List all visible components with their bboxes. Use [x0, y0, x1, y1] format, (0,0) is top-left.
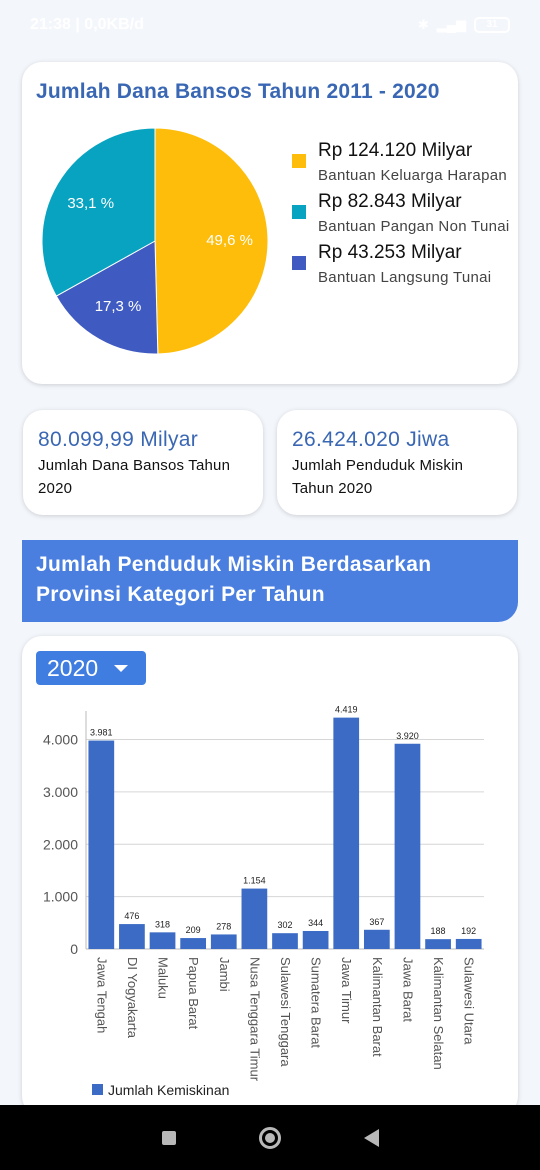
- x-tick-label: Jawa Timur: [339, 957, 354, 1024]
- pie-card-title: Jumlah Dana Bansos Tahun 2011 - 2020: [36, 80, 440, 103]
- x-tick-label: Kalimantan Barat: [370, 957, 385, 1057]
- bar-chart-card: 2020 0 1.000 2.000 3.000 4.000 3.981 Jawa Teng…: [22, 636, 518, 1116]
- year-select-value: 2020: [47, 655, 99, 681]
- status-bar: 21:38 | 0,0KB/d ✱ ▂▄▆ 31: [0, 0, 540, 50]
- bar-value-label: 278: [216, 921, 231, 931]
- x-tick-label: Papua Barat: [186, 957, 201, 1030]
- bar-value-label: 188: [431, 926, 446, 936]
- stat-card-dana-bansos: 80.099,99 Milyar Jumlah Dana Bansos Tahu…: [23, 410, 263, 515]
- pie-chart: 49,6 % 17,3 % 33,1 %: [41, 127, 269, 355]
- bar-value-label: 302: [277, 920, 292, 930]
- pie-slice: [41, 127, 156, 297]
- legend-item-pkh: Rp 124.120 Milyar Bantuan Keluarga Harap…: [292, 138, 512, 187]
- bar-value-label: 4.419: [335, 706, 358, 715]
- legend-amount: Rp 124.120 Milyar: [318, 140, 473, 161]
- bar-legend-swatch: [92, 1084, 103, 1095]
- bar: [394, 743, 421, 949]
- bar-value-label: 3.981: [90, 728, 113, 738]
- home-icon[interactable]: [258, 1126, 281, 1149]
- bar-value-label: 209: [186, 925, 201, 935]
- y-tick-label: 1.000: [43, 889, 78, 905]
- status-icons: ✱ ▂▄▆ 31: [418, 17, 510, 33]
- bar-value-label: 476: [124, 911, 139, 921]
- legend-item-blt: Rp 43.253 Milyar Bantuan Langsung Tunai: [292, 240, 512, 289]
- legend-swatch-blt: [292, 256, 306, 270]
- x-tick-label: Maluku: [156, 957, 171, 999]
- pie-slice-label: 33,1 %: [67, 195, 114, 212]
- bar: [425, 939, 451, 949]
- bar-value-label: 367: [369, 917, 384, 927]
- bar-value-label: 318: [155, 919, 170, 929]
- bar-legend-label: Jumlah Kemiskinan: [108, 1082, 229, 1098]
- pie-slice-label: 49,6 %: [206, 232, 253, 249]
- x-tick-label: Sulawesi Tenggara: [278, 957, 293, 1067]
- pie-slice: [55, 240, 159, 355]
- y-tick-label: 3.000: [43, 784, 78, 800]
- bar: [363, 929, 390, 949]
- back-icon[interactable]: [363, 1128, 379, 1147]
- stat-label: Jumlah Penduduk Miskin Tahun 2020: [292, 457, 464, 497]
- legend-label: Bantuan Pangan Non Tunai: [318, 218, 510, 235]
- bar: [119, 924, 145, 949]
- bar-value-label: 344: [308, 918, 323, 928]
- bar: [333, 717, 360, 949]
- y-tick-label: 4.000: [43, 732, 78, 748]
- bar-value-label: 3.920: [396, 731, 419, 741]
- bar-value-label: 1.154: [243, 876, 266, 886]
- legend-label: Bantuan Keluarga Harapan: [318, 167, 508, 184]
- bar: [455, 938, 482, 949]
- legend-swatch-bpnt: [292, 205, 306, 219]
- stat-label: Jumlah Dana Bansos Tahun 2020: [38, 457, 231, 497]
- bar: [88, 740, 115, 949]
- pie-slice: [154, 127, 269, 355]
- stat-card-penduduk-miskin: 26.424.020 Jiwa Jumlah Penduduk Miskin T…: [277, 410, 517, 515]
- legend-amount: Rp 82.843 Milyar: [318, 191, 462, 212]
- y-tick-label: 2.000: [43, 836, 78, 852]
- legend-label: Bantuan Langsung Tunai: [318, 269, 492, 286]
- bluetooth-icon: ✱: [417, 17, 429, 32]
- legend-item-bpnt: Rp 82.843 Milyar Bantuan Pangan Non Tuna…: [292, 189, 512, 238]
- bar: [210, 934, 237, 949]
- pie-legend: Rp 124.120 Milyar Bantuan Keluarga Harap…: [292, 138, 512, 291]
- legend-swatch-pkh: [292, 154, 306, 168]
- legend-amount: Rp 43.253 Milyar: [318, 242, 462, 263]
- bar-chart: 0 1.000 2.000 3.000 4.000 3.981 Jawa Tengah 476…: [43, 706, 484, 1098]
- section-title: Jumlah Penduduk Miskin Berdasarkan Provi…: [22, 540, 518, 622]
- x-tick-label: Jawa Tengah: [94, 957, 109, 1033]
- x-tick-label: Sulawesi Utara: [462, 957, 477, 1045]
- x-tick-label: Sumatera Barat: [309, 957, 324, 1048]
- x-tick-label: Kalimantan Selatan: [431, 957, 446, 1070]
- battery-icon: 31: [474, 17, 510, 33]
- navigation-bar: [0, 1105, 540, 1170]
- x-tick-label: Jawa Barat: [400, 957, 415, 1022]
- bar: [241, 888, 268, 949]
- pie-slice-label: 17,3 %: [95, 298, 142, 315]
- bar: [180, 938, 207, 949]
- bar: [149, 932, 176, 949]
- caret-down-icon: [114, 665, 128, 672]
- x-tick-label: Jambi: [217, 957, 232, 992]
- year-select[interactable]: 2020: [36, 651, 146, 685]
- signal-icon: ▂▄▆: [436, 17, 466, 32]
- status-time: 21:38 | 0,0KB/d: [30, 16, 144, 33]
- bar-value-label: 192: [461, 926, 476, 936]
- stat-value: 26.424.020 Jiwa: [292, 428, 450, 451]
- y-tick-label: 0: [70, 941, 78, 957]
- recent-apps-icon[interactable]: [161, 1130, 176, 1145]
- pie-card: Jumlah Dana Bansos Tahun 2011 - 2020 49,…: [22, 62, 518, 384]
- x-tick-label: DI Yogyakarta: [125, 957, 140, 1039]
- bar: [272, 933, 298, 949]
- x-tick-label: Nusa Tenggara Timur: [247, 957, 262, 1082]
- stat-value: 80.099,99 Milyar: [38, 428, 199, 451]
- bar: [302, 930, 329, 949]
